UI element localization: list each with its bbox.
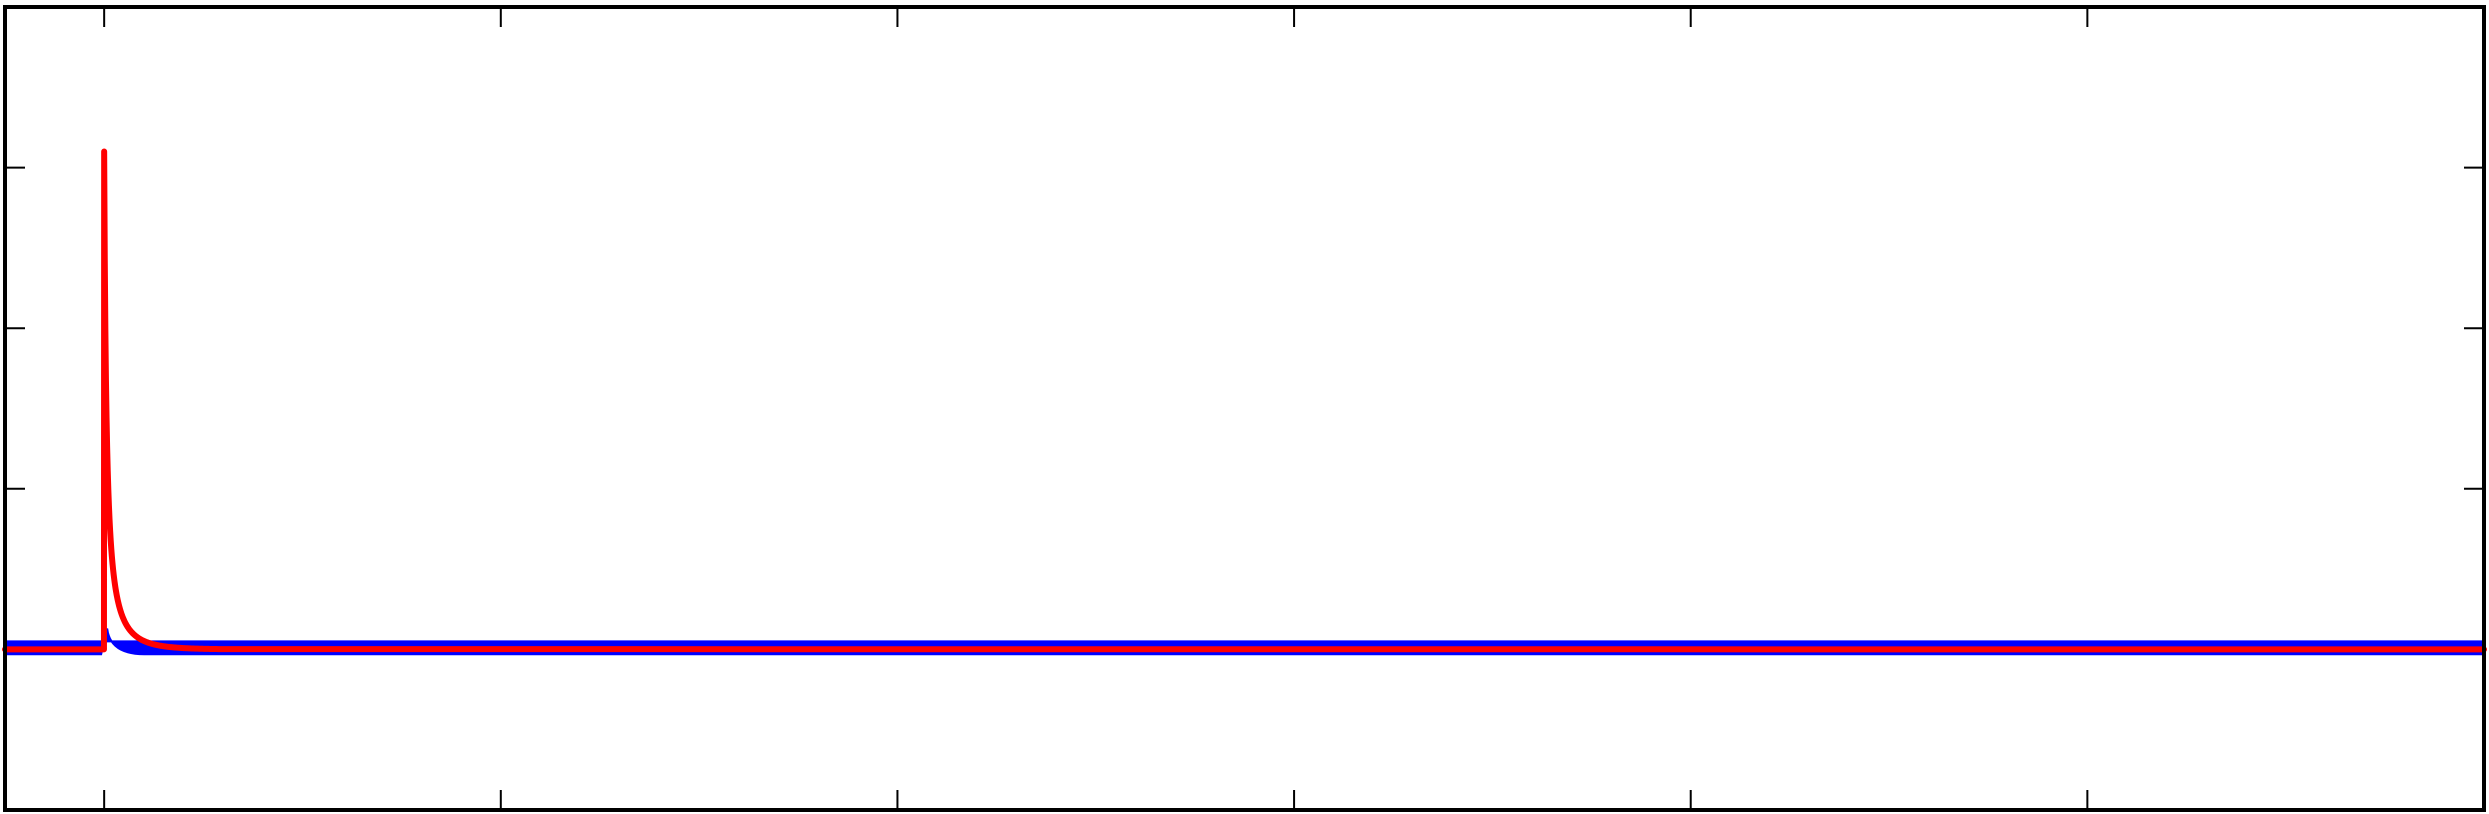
plot-series xyxy=(2,148,2487,656)
axes-frame xyxy=(3,5,2486,812)
series-red-line xyxy=(2,148,2487,653)
axis-ticks xyxy=(5,7,2484,810)
